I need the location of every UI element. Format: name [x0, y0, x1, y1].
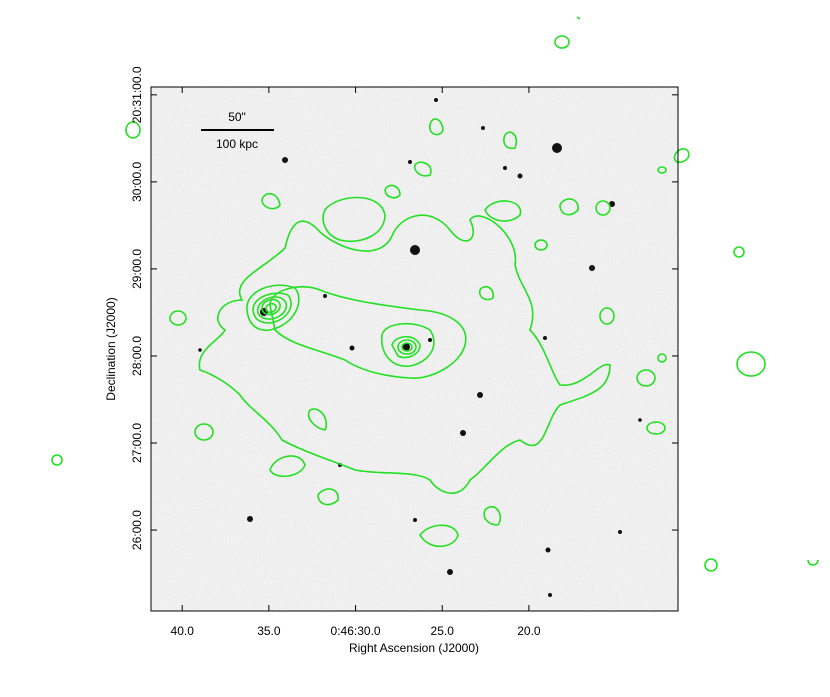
plot-frame — [150, 86, 679, 612]
scale-bar: 50" 100 kpc — [201, 110, 274, 151]
x-tick-label: 20.0 — [517, 624, 541, 638]
sky-image — [151, 87, 678, 611]
x-tick-label: 40.0 — [171, 624, 195, 638]
scale-bar-angle: 50" — [228, 110, 246, 124]
y-tick-label: 27:00.0 — [130, 423, 144, 463]
y-axis-label: Declination (J2000) — [104, 297, 118, 400]
x-tick-label: 35.0 — [257, 624, 281, 638]
x-tick-label: 0:46:30.0 — [331, 624, 381, 638]
y-tick-label: 26:00.0 — [130, 510, 144, 550]
scale-bar-distance: 100 kpc — [216, 137, 258, 151]
y-tick-label: 20:31:00.0 — [130, 66, 144, 123]
y-tick-label: 29:00.0 — [130, 249, 144, 289]
x-ray-contours — [51, 16, 819, 572]
y-tick-label: 28:00.0 — [130, 336, 144, 376]
x-tick-label: 25.0 — [431, 624, 455, 638]
x-axis-label: Right Ascension (J2000) — [349, 641, 479, 655]
y-tick-label: 30:00.0 — [130, 162, 144, 202]
